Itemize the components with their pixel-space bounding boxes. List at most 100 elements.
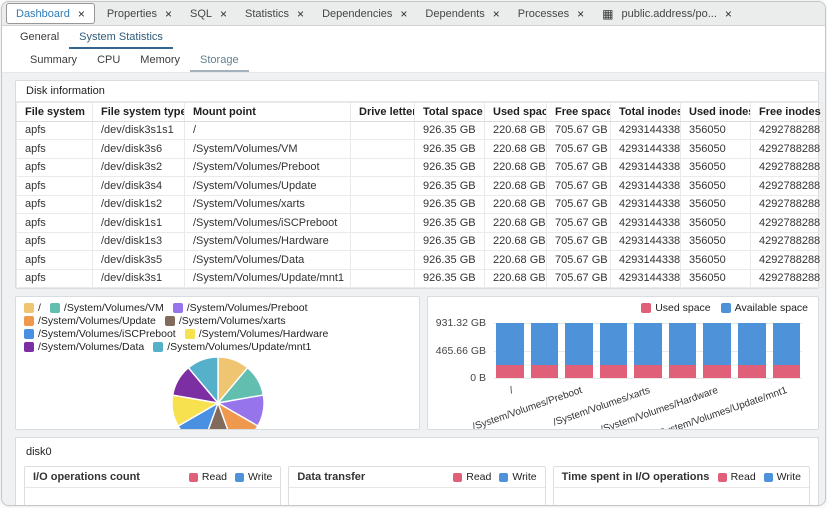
legend-label: /System/Volumes/Preboot — [186, 302, 308, 314]
tab-label: Properties — [106, 7, 157, 20]
bar-available-segment — [565, 323, 593, 365]
legend-label: Used space — [655, 302, 711, 314]
table-row: apfs/dev/disk3s6/System/Volumes/VM 926.35… — [16, 139, 823, 159]
legend-item-read: Read — [717, 471, 756, 483]
time-spent-in-io-operations-svg — [592, 494, 805, 506]
table-cell: 926.35 GB — [414, 194, 485, 214]
close-tab-icon[interactable]: × — [220, 6, 228, 21]
table-cell: 705.67 GB — [546, 157, 611, 177]
tab-public-address-po[interactable]: ▦ public.address/po... × — [593, 2, 741, 25]
table-cell: apfs — [16, 231, 93, 251]
legend-swatch — [49, 303, 60, 313]
table-row: apfs/dev/disk1s2/System/Volumes/xarts 926… — [16, 194, 823, 214]
tab-dependencies[interactable]: Dependencies × — [313, 2, 416, 25]
bar-system-volumes-data — [737, 323, 766, 378]
table-cell: 926.35 GB — [414, 139, 485, 159]
bar-available-segment — [737, 323, 766, 365]
bar-used-segment — [668, 364, 697, 378]
bar-item — [496, 323, 524, 378]
tab-cpu[interactable]: CPU — [97, 53, 121, 66]
table-cell: 705.67 GB — [546, 120, 611, 140]
legend-swatch — [164, 316, 175, 326]
table-cell: /dev/disk3s1s1 — [92, 120, 185, 140]
table-cell: 4293144338 — [610, 250, 681, 270]
table-cell: 356050 — [680, 213, 751, 233]
tab-sql[interactable]: SQL × — [181, 2, 236, 25]
legend-item-write: Write — [235, 471, 272, 483]
time-spent-in-io-operations-title: Time spent in I/O operations — [561, 471, 710, 483]
table-cell: 4292788288 — [750, 250, 823, 270]
legend-swatch — [24, 316, 34, 326]
tab-summary[interactable]: Summary — [30, 53, 78, 66]
tab-processes[interactable]: Processes × — [509, 2, 593, 25]
legend-item-available-space: Available space — [720, 302, 808, 314]
table-cell — [350, 176, 415, 196]
y-axis-tick: 0 B — [470, 372, 486, 384]
space-bar-chart: 931.32 GB 465.66 GB 0 B — [436, 317, 802, 384]
table-cell: 356050 — [680, 268, 751, 288]
tab-dashboard[interactable]: Dashboard × — [6, 3, 95, 24]
legend-item-system-volumes-update: /System/Volumes/Update — [24, 315, 156, 327]
table-cell: apfs — [16, 176, 93, 196]
tab-dependents[interactable]: Dependents × — [416, 2, 508, 25]
close-tab-icon[interactable]: × — [164, 6, 172, 21]
close-tab-icon[interactable]: × — [492, 6, 500, 21]
table-cell: 356050 — [680, 120, 751, 140]
time-spent-in-io-operations-header: Time spent in I/O operations Read Write — [553, 467, 809, 488]
table-cell: / — [184, 120, 351, 140]
table-cell: 705.67 GB — [546, 250, 611, 270]
table-cell — [350, 120, 415, 140]
tab-label: Processes — [517, 7, 570, 20]
table-cell: 926.35 GB — [414, 231, 485, 251]
close-tab-icon[interactable]: × — [400, 6, 408, 21]
table-cell: 356050 — [680, 139, 751, 159]
table-cell — [350, 231, 415, 251]
table-cell: /System/Volumes/Update — [184, 176, 351, 196]
close-tab-icon[interactable]: × — [577, 6, 585, 21]
table-cell: apfs — [16, 250, 93, 270]
table-cell: 705.67 GB — [546, 176, 611, 196]
bar-used-segment — [703, 364, 731, 378]
disk-information-panel: Disk information File system File system … — [15, 80, 823, 289]
tab-general[interactable]: General — [20, 30, 60, 43]
legend-item-used-space: Used space — [641, 302, 711, 314]
table-cell: /dev/disk3s5 — [92, 250, 185, 270]
table-cell: 4293144338 — [610, 268, 681, 288]
close-tab-icon[interactable]: × — [297, 6, 305, 21]
table-cell: 4293144338 — [610, 176, 681, 196]
table-cell: 4292788288 — [750, 194, 823, 214]
legend-label: /System/Volumes/iSCPreboot — [38, 328, 176, 340]
table-icon: ▦ — [602, 6, 614, 21]
table-cell: 4292788288 — [750, 231, 823, 251]
legend-label: /System/Volumes/Update — [38, 315, 156, 327]
bar-available-segment — [599, 323, 628, 365]
data-transfer-panel: Data transfer Read Write 314.79 GB — [288, 466, 546, 505]
close-tab-icon[interactable]: × — [77, 6, 85, 21]
legend-swatch — [235, 472, 245, 482]
tab-system-statistics[interactable]: System Statistics — [69, 26, 173, 49]
tab-statistics[interactable]: Statistics × — [236, 2, 313, 25]
bar-used-segment — [530, 364, 559, 378]
legend-label: Read — [201, 471, 228, 483]
table-cell: apfs — [16, 120, 93, 140]
table-cell: 926.35 GB — [414, 157, 485, 177]
table-cell: 926.35 GB — [414, 213, 485, 233]
table-row: apfs/dev/disk1s3/System/Volumes/Hardware… — [16, 231, 823, 251]
table-cell: 356050 — [680, 250, 751, 270]
tab-memory[interactable]: Memory — [140, 53, 181, 66]
io-operations-count-svg — [65, 494, 276, 506]
table-cell: 356050 — [680, 231, 751, 251]
tab-storage[interactable]: Storage — [190, 49, 249, 72]
table-header: File system File system type Mount point Dr… — [16, 102, 823, 122]
system-statistics-tabs: Summary CPU Memory Storage — [2, 49, 825, 73]
tab-properties[interactable]: Properties × — [98, 2, 181, 25]
table-row: apfs/dev/disk1s1/System/Volumes/iSCPrebo… — [16, 213, 823, 233]
tab-label: Dashboard — [16, 7, 70, 20]
legend-swatch — [641, 303, 652, 313]
table-cell: /dev/disk1s1 — [92, 213, 185, 233]
table-cell: apfs — [16, 139, 93, 159]
table-cell: /dev/disk1s3 — [92, 231, 185, 251]
close-tab-icon[interactable]: × — [724, 6, 732, 21]
legend-swatch — [24, 303, 34, 313]
